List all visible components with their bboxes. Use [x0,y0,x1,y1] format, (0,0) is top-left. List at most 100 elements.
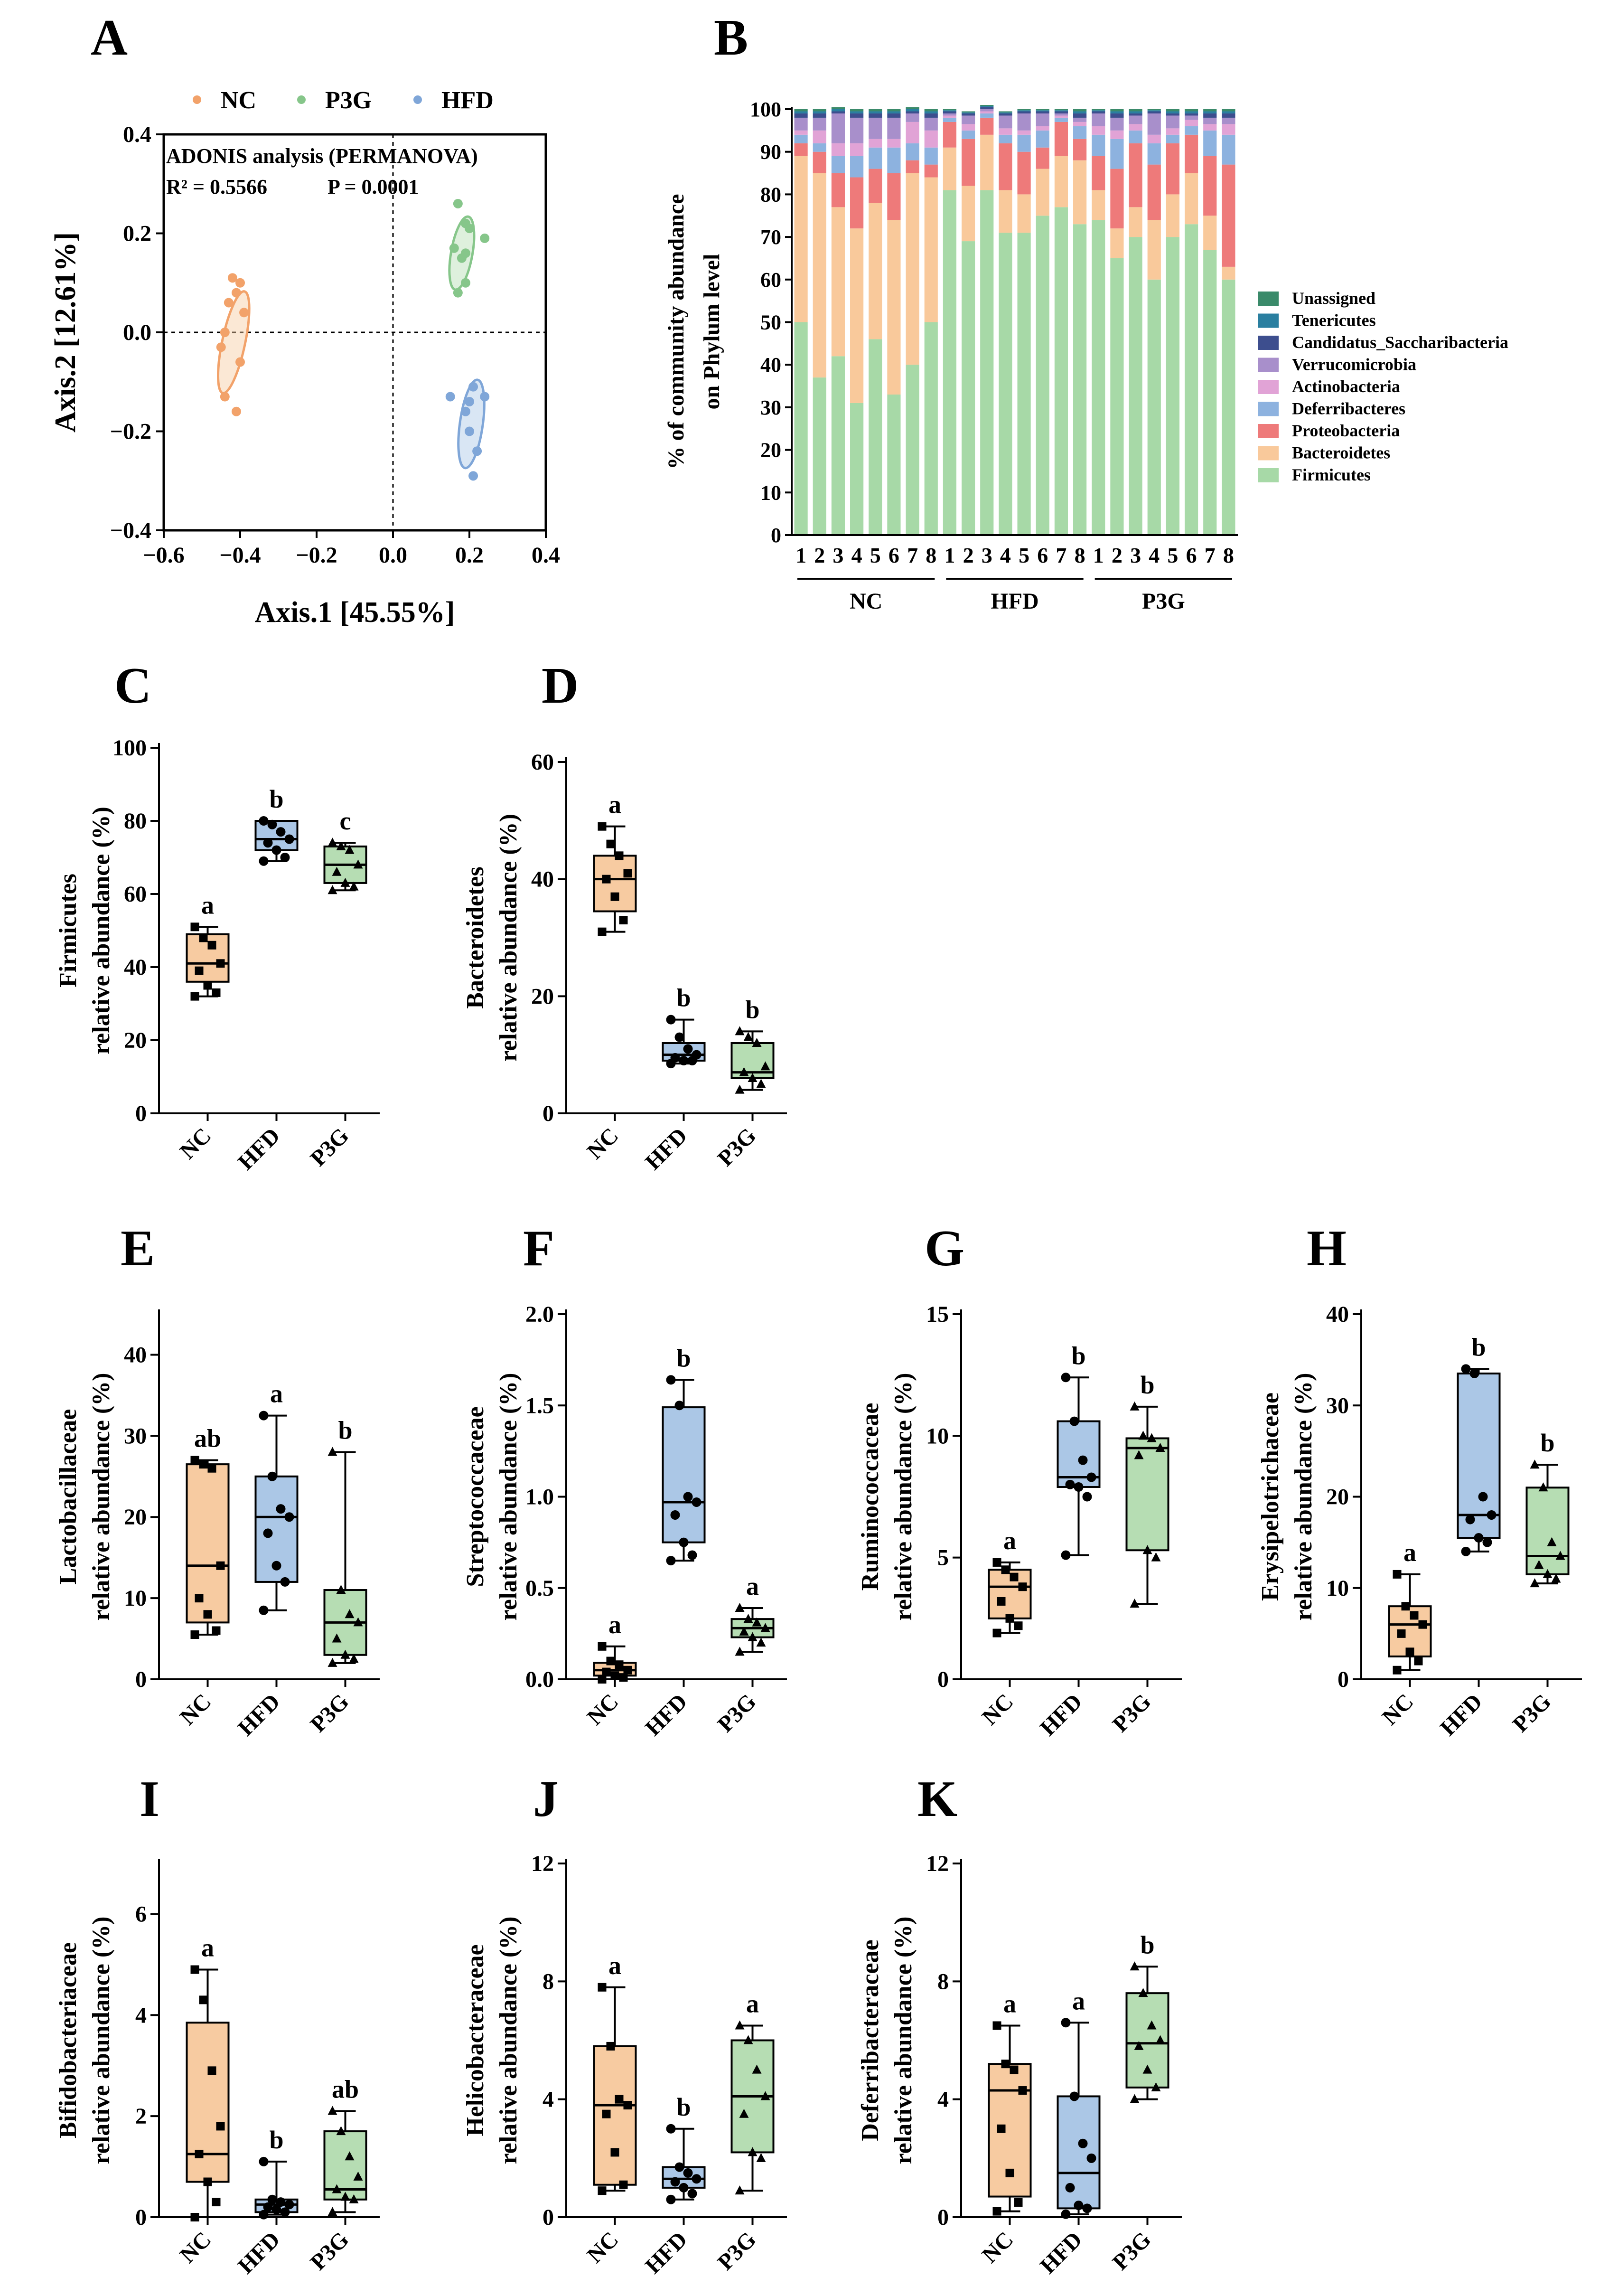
point-nc [212,988,221,997]
legend-label-deferribacteres: Deferribacteres [1292,399,1405,418]
point-p3g [739,1627,749,1636]
bar-segment-tenericutes [1092,110,1105,112]
bar-segment-candidatus_saccharibacteria [1073,113,1087,118]
point-nc [220,392,230,402]
bar-segment-verrucomicrobia [1166,115,1180,129]
sample-label: 1 [1093,543,1104,567]
point-nc [992,1558,1001,1567]
point-p3g [739,1067,749,1076]
point-hfd [276,2197,286,2207]
bar-segment-proteobacteria [869,169,882,203]
y-tick-label: 10 [760,481,781,504]
point-nc [235,278,245,288]
bar-segment-verrucomicrobia [850,117,864,143]
point-p3g [1551,1573,1561,1583]
point-nc [190,1456,199,1465]
sample-label: 2 [1112,543,1123,567]
point-p3g [1543,1569,1553,1578]
bar-segment-unassigned [831,107,845,109]
point-p3g [480,233,490,243]
group-label-hfd: HFD [991,589,1038,614]
point-nc [231,406,241,416]
point-hfd [692,1497,702,1507]
point-p3g [1130,2094,1140,2103]
bar-segment-bacteroidetes [1222,266,1235,280]
group-label-hfd: HFD [1435,1689,1487,1741]
point-nc [598,1675,607,1684]
bar-segment-proteobacteria [924,164,938,178]
point-p3g [349,881,359,891]
point-nc [190,1630,199,1639]
bar-segment-actinobacteria [924,130,938,148]
point-hfd [468,382,478,392]
bar-segment-verrucomicrobia [1184,115,1198,120]
significance-label: b [1071,1341,1085,1370]
point-nc [220,328,230,337]
bar-segment-verrucomicrobia [1054,113,1068,116]
x-tick-label: −0.4 [219,543,261,568]
bar-segment-candidatus_saccharibacteria [943,111,957,113]
point-nc [216,342,226,352]
bar-segment-actinobacteria [943,115,957,118]
bar-segment-actinobacteria [1147,134,1161,143]
point-nc [615,1660,624,1669]
point-nc [997,1597,1006,1606]
significance-label: b [745,995,759,1024]
significance-label: c [340,807,351,835]
significance-label: b [1471,1333,1486,1361]
point-p3g [1534,1560,1544,1569]
bar-segment-tenericutes [1054,110,1068,112]
point-hfd [674,2162,684,2172]
y-tick-label: 20 [1326,1485,1349,1510]
bar-segment-actinobacteria [869,139,882,148]
point-nc [207,1464,216,1473]
point-hfd [259,1605,269,1615]
bar-segment-firmicutes [831,356,845,535]
point-p3g [453,288,463,298]
bar-segment-actinobacteria [1073,122,1087,126]
significance-label: a [1003,1989,1016,2018]
point-hfd [679,2183,689,2192]
bar-segment-actinobacteria [1054,115,1068,118]
point-nc [1414,1656,1423,1666]
bar-segment-deferribacteres [850,156,864,178]
significance-label: b [338,1416,352,1445]
point-hfd [687,1056,697,1065]
group-label-hfd: HFD [1035,1689,1087,1741]
significance-label: a [1072,1986,1085,2015]
bar-segment-bacteroidetes [924,177,938,322]
bar-segment-bacteroidetes [943,147,957,190]
y-tick-label: 50 [760,311,781,334]
bar-segment-tenericutes [1184,111,1198,113]
y-axis-title-2: relative abundance (%) [1290,1373,1317,1621]
point-hfd [276,1504,286,1514]
bar-segment-unassigned [794,109,808,112]
point-hfd [267,1471,277,1481]
bar-segment-firmicutes [906,365,919,535]
box-panel-e: E 0 10 20 30 40 Lactobacillaceae relative abund… [55,1220,380,1741]
point-hfd [683,1044,693,1054]
bar-segment-unassigned [1129,109,1142,112]
bar-segment-unassigned [1054,109,1068,111]
y-axis-title-1: Erysipelotrichaceae [1257,1393,1284,1601]
point-nc [598,927,607,936]
point-nc [602,2109,611,2118]
point-p3g [735,1084,745,1094]
point-hfd [280,2207,290,2217]
y-tick-label: 12 [531,1851,554,1876]
point-nc [598,1642,607,1651]
bar-segment-proteobacteria [1166,143,1180,195]
point-nc [1018,1582,1027,1591]
bar-segment-unassigned [943,109,957,111]
point-hfd [468,471,478,481]
bar-segment-actinobacteria [850,143,864,156]
point-nc [997,2124,1006,2133]
bar-segment-proteobacteria [887,173,901,220]
point-nc [992,2207,1001,2216]
point-hfd [670,2177,680,2187]
point-hfd [1461,1546,1471,1556]
bar-segment-unassigned [999,111,1012,113]
point-p3g [748,1073,758,1082]
bar-segment-candidatus_saccharibacteria [1222,113,1235,118]
